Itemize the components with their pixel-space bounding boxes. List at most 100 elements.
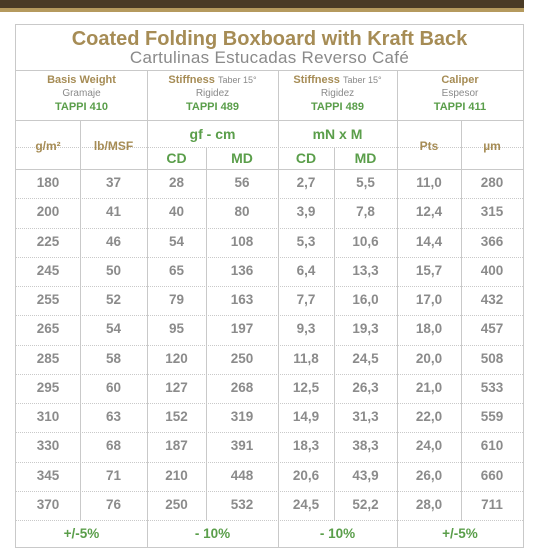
group-standard: TAPPI 489 [186,101,239,113]
row-rule [16,432,523,434]
table-cell: 20,6 [292,467,320,483]
table-cell: 120 [165,350,188,366]
table-cell: 6,4 [296,262,316,278]
table-cell: 46 [105,233,122,249]
table-row: 180 37 28 56 2,7 5,5 11,0 280 [16,170,523,196]
table-cell: 18,0 [415,321,443,337]
table-cell: 40 [168,204,185,220]
table-cell: 68 [105,438,122,454]
group-stiffness-gf: Stiffness Taber 15° Rigidez TAPPI 489 [147,71,278,143]
table-cell: 285 [36,350,60,366]
group-title: Caliper [441,74,479,86]
table-cell: 366 [480,233,504,249]
col-divider [461,120,462,521]
table-cell: 24,5 [352,350,379,366]
row-rule [16,520,523,521]
table-cell: 71 [105,467,122,483]
col-divider [397,70,398,547]
table-title-block: Coated Folding Boxboard with Kraft Back … [16,25,523,69]
unit-pts: Pts [419,139,439,153]
table-cell: 60 [105,379,122,395]
table-cell: 295 [36,379,60,395]
table-cell: 54 [105,321,122,337]
row-rule [16,286,523,287]
table-cell: 163 [230,292,254,307]
table-cell: 200 [36,204,60,220]
table-cell: 20,0 [415,350,443,366]
table-cell: 391 [230,438,254,454]
tolerance-caliper: +/-5% [442,526,478,541]
table-cell: 330 [36,438,60,454]
table-cell: 28 [168,175,185,190]
row-rule [16,373,523,375]
table-cell: 660 [480,467,504,483]
col-divider [278,70,279,547]
tolerance-basis: +/-5% [63,526,100,541]
table-cell: 400 [480,262,504,278]
table-cell: 3,9 [296,204,316,220]
group-title: Stiffness Taber 15° [293,74,382,86]
table-cell: 31,3 [352,409,379,424]
table-cell: 58 [105,350,122,366]
table-cell: 370 [36,496,60,512]
row-rule [16,344,523,346]
table-cell: 136 [230,262,254,278]
group-title: Basis Weight [47,74,116,86]
table-cell: 26,0 [415,467,443,483]
row-rule [16,461,523,463]
table-subtitle: Cartulinas Estucadas Reverso Café [129,48,410,67]
rule-below-title [16,70,523,71]
rule-below-subunits [16,169,523,170]
row-rule [16,198,523,200]
table-row: 200 41 40 80 3,9 7,8 12,4 315 [16,199,523,225]
table-cell: 24,0 [415,438,443,454]
table-cell: 210 [165,467,188,483]
table-cell: 7,8 [356,204,375,220]
rule-below-units [16,147,523,148]
unit-mnxm: mN x M [312,126,363,142]
table-cell: 54 [168,233,185,249]
table-cell: 19,3 [352,321,379,337]
group-caliper: Caliper Espesor TAPPI 411 [397,71,523,143]
table-cell: 152 [165,409,188,424]
table-cell: 38,3 [352,438,379,454]
table-cell: 52,2 [352,496,379,512]
table-cell: 63 [105,409,122,424]
table-cell: 17,0 [415,292,443,307]
table-cell: 532 [230,496,254,512]
table-cell: 80 [234,204,250,220]
unit-um: µm [483,139,501,153]
unit-md: MD [354,150,377,166]
table-row: 245 50 65 136 6,4 13,3 15,7 400 [16,258,523,284]
col-divider [80,120,81,521]
group-standard: TAPPI 489 [311,101,364,113]
group-basis-weight: Basis Weight Gramaje TAPPI 410 [16,71,147,143]
table-cell: 345 [36,467,60,483]
table-cell: 711 [481,496,503,512]
row-rule [16,256,523,258]
table-cell: 265 [36,321,60,337]
spec-table: Coated Folding Boxboard with Kraft Back … [15,24,524,548]
table-cell: 508 [480,350,504,366]
unit-gm2: g/m² [35,139,61,153]
table-cell: 12,4 [415,204,443,220]
table-row: 295 60 127 268 12,5 26,3 21,0 533 [16,375,523,401]
table-cell: 250 [230,350,254,366]
group-subtitle: Rigidez [195,88,230,99]
unit-md: MD [231,150,253,166]
table-cell: 16,0 [352,292,379,307]
table-cell: 21,0 [415,379,443,395]
unit-cd: CD [295,150,317,166]
table-cell: 7,7 [296,292,316,307]
table-cell: 250 [165,496,188,512]
top-accent-bar [0,0,524,8]
table-cell: 12,5 [292,379,320,395]
table-cell: 315 [480,204,504,220]
table-cell: 197 [230,321,254,337]
group-subtitle: Espesor [441,88,479,99]
table-cell: 56 [234,175,250,190]
table-title: Coated Folding Boxboard with Kraft Back [71,28,468,50]
table-cell: 9,3 [296,321,316,337]
group-subtitle: Gramaje [62,88,101,99]
tolerance-stiffness-mn: - 10% [319,526,356,541]
